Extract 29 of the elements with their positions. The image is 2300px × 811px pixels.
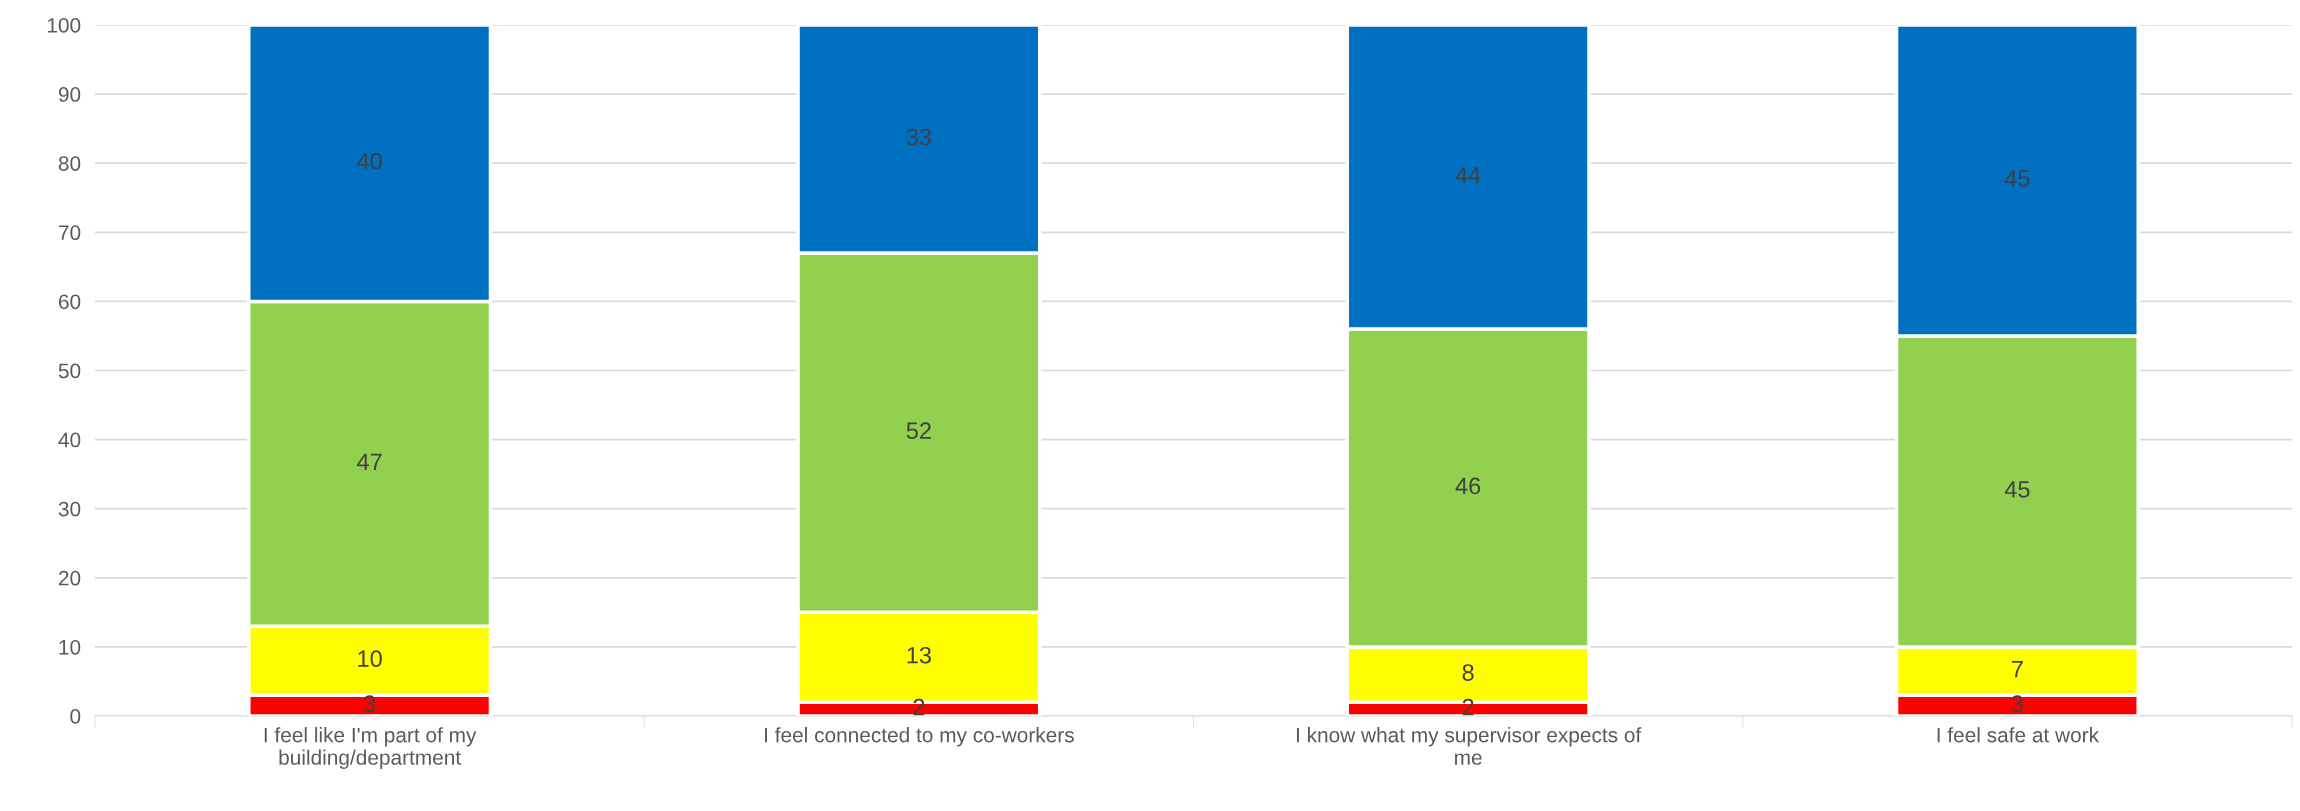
y-tick-label: 40 bbox=[58, 432, 81, 448]
y-tick-label: 20 bbox=[58, 570, 81, 586]
data-label: 33 bbox=[906, 128, 931, 146]
data-label: 3 bbox=[2011, 695, 2023, 712]
x-tick-label: I feel like I'm part of my building/department bbox=[264, 727, 477, 769]
y-tick-label: 70 bbox=[59, 225, 81, 241]
data-label: 40 bbox=[357, 152, 382, 170]
data-label: 52 bbox=[906, 422, 931, 440]
data-label: 47 bbox=[357, 453, 382, 470]
x-tick-label: I know what my supervisor expects of me bbox=[1296, 727, 1642, 765]
data-label: 13 bbox=[907, 646, 931, 664]
data-label: 7 bbox=[2012, 660, 2023, 678]
y-tick-label: 80 bbox=[58, 156, 81, 171]
data-label: 46 bbox=[1455, 477, 1481, 495]
data-label: 10 bbox=[358, 650, 382, 668]
data-label: 3 bbox=[363, 695, 376, 712]
data-label: 45 bbox=[2004, 481, 2030, 498]
data-label: 45 bbox=[2004, 170, 2030, 187]
y-tick-label: 30 bbox=[58, 501, 81, 517]
data-label: 44 bbox=[1455, 166, 1481, 184]
y-tick-label: 10 bbox=[59, 639, 81, 655]
y-tick-label: 0 bbox=[70, 709, 81, 724]
y-tick-label: 100 bbox=[47, 18, 81, 33]
y-tick-label: 90 bbox=[58, 87, 81, 102]
x-tick-label: I feel safe at work bbox=[1937, 727, 2100, 743]
data-label: 8 bbox=[1462, 664, 1474, 681]
y-tick-label: 60 bbox=[59, 294, 81, 310]
x-tick-label: I feel connected to my co-workers bbox=[765, 727, 1074, 747]
y-tick-label: 50 bbox=[58, 363, 81, 379]
